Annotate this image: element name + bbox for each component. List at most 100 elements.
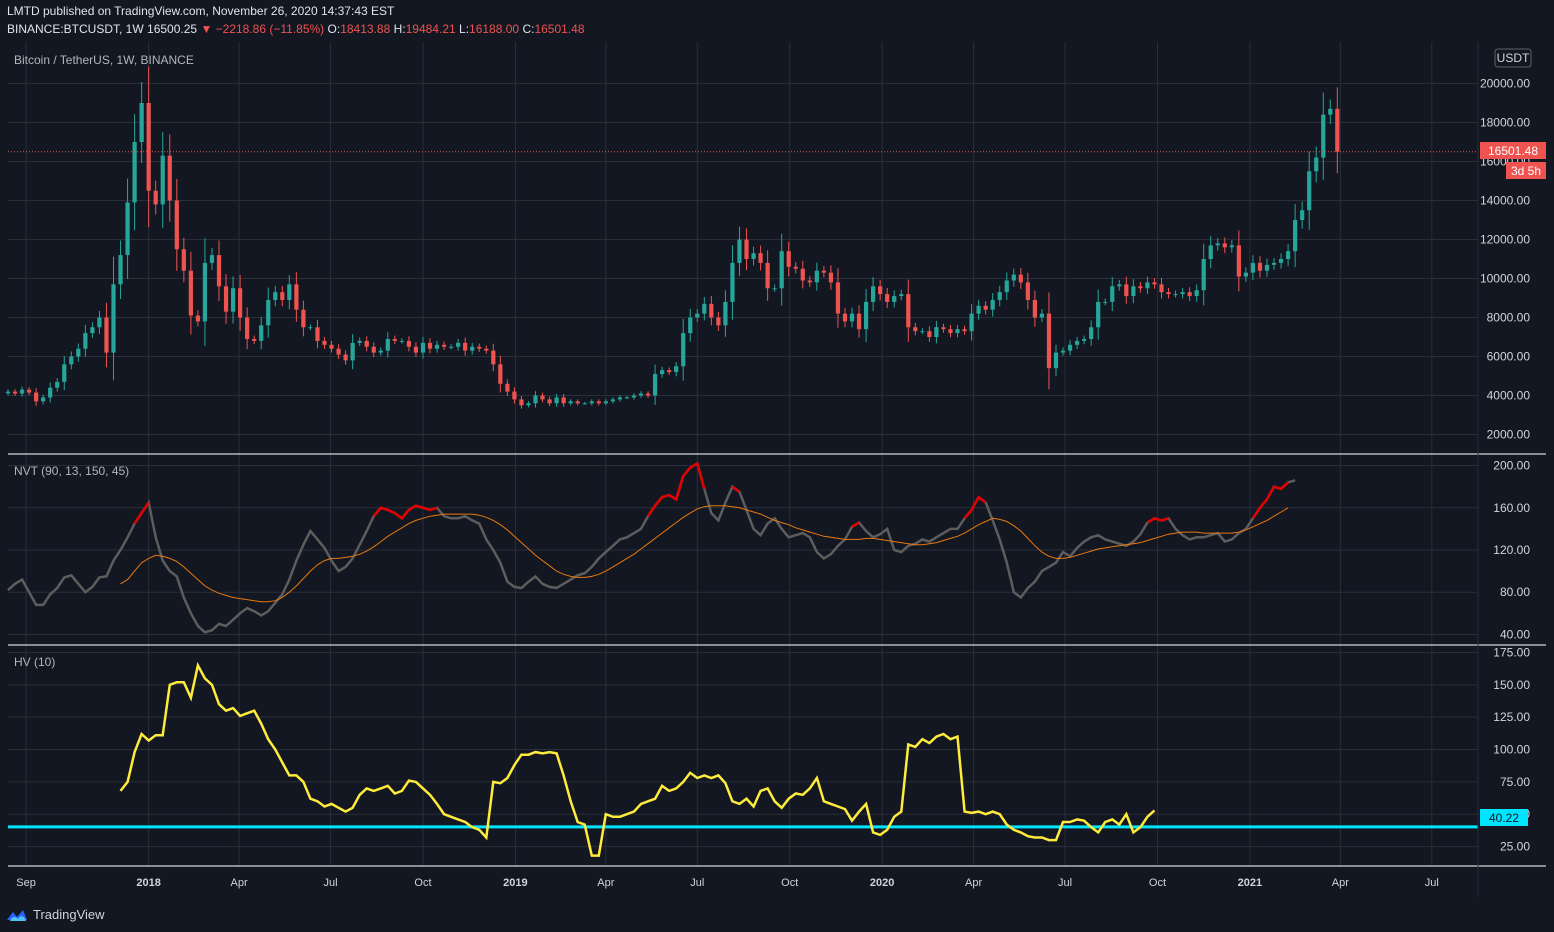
- candle-body: [83, 333, 88, 349]
- candle-body: [828, 272, 834, 283]
- candle-body: [934, 327, 939, 337]
- candle-body: [603, 401, 608, 404]
- candle-body: [1314, 157, 1319, 172]
- symbol-label[interactable]: BINANCE:BTCUSDT, 1W: [7, 22, 144, 36]
- candle-body: [132, 142, 137, 203]
- nvt-pane-title: NVT (90, 13, 150, 45): [14, 464, 129, 478]
- candle-body: [863, 301, 869, 330]
- candle-body: [941, 327, 946, 330]
- y-tick-label: 2000.00: [1487, 428, 1531, 442]
- candle-body: [41, 397, 46, 402]
- candle-body: [427, 342, 433, 349]
- nvt-signal-segment: [372, 504, 438, 521]
- open-value: 18413.88: [340, 22, 391, 36]
- candle-body: [667, 370, 672, 373]
- candle-body: [378, 350, 383, 353]
- candle-body: [491, 350, 496, 365]
- candle-body: [1285, 251, 1291, 259]
- y-tick-label: 20000.00: [1480, 77, 1530, 91]
- candle-body: [287, 284, 292, 300]
- candle-body: [252, 338, 257, 341]
- candle-body: [1053, 352, 1059, 369]
- candle-body: [55, 381, 60, 388]
- price-change: ▼ −2218.86 (−11.85%): [200, 22, 325, 36]
- y-tick-label: 40.00: [1500, 627, 1530, 641]
- candle-body: [174, 200, 179, 250]
- price-pane[interactable]: [8, 42, 1478, 454]
- nvt-signal-segment: [731, 485, 741, 493]
- candle-body: [371, 346, 376, 353]
- candle-body: [519, 399, 524, 406]
- candle-body: [1145, 282, 1150, 289]
- candle-body: [456, 342, 461, 347]
- candle-body: [364, 340, 369, 347]
- candle-body: [1257, 262, 1263, 271]
- nvt-signal-segment: [646, 461, 706, 517]
- y-axis[interactable]: 20000.0018000.0016000.0014000.0012000.00…: [1480, 77, 1530, 854]
- candle-body: [34, 392, 39, 402]
- candle-body: [772, 288, 777, 290]
- x-axis[interactable]: Sep 2018 Apr Jul Oct 2019 Apr Jul Oct 2020 Apr Jul O…: [16, 877, 1439, 889]
- candle-body: [561, 397, 566, 404]
- candle-body: [12, 391, 18, 394]
- candle-body: [533, 395, 538, 404]
- y-tick-label: 100.00: [1493, 743, 1530, 757]
- open-label: O:: [327, 22, 341, 36]
- candle-body: [617, 397, 623, 400]
- candle-body: [1243, 272, 1249, 277]
- x-tick-label: 2021: [1238, 877, 1262, 889]
- candle-body: [814, 270, 819, 283]
- candle-body: [512, 391, 517, 400]
- hv-level-badge: 40.22: [1480, 809, 1528, 826]
- candle-body: [315, 327, 320, 341]
- candle-body: [610, 399, 615, 402]
- y-tick-label: 12000.00: [1480, 233, 1530, 247]
- nvt-signal-segment: [1146, 516, 1169, 524]
- x-tick-label: Jul: [690, 877, 704, 889]
- candle-body: [153, 190, 158, 205]
- y-tick-label: 6000.00: [1487, 350, 1531, 364]
- candle-body: [997, 292, 1002, 300]
- nvt-signal-segment: [133, 501, 150, 525]
- candle-body: [849, 313, 855, 322]
- candle-body: [688, 317, 693, 334]
- candle-body: [660, 370, 665, 375]
- candle-body: [582, 403, 587, 405]
- candle-body: [357, 340, 362, 343]
- candle-body: [1074, 340, 1080, 345]
- candle-body: [406, 340, 412, 347]
- candle-body: [463, 342, 468, 351]
- nvt-signal-segment: [963, 495, 987, 520]
- candle-body: [899, 294, 904, 297]
- hv-level-value: 40.22: [1489, 811, 1519, 825]
- candle-body: [1250, 262, 1256, 273]
- candle-body: [969, 313, 974, 332]
- candle-body: [652, 374, 658, 396]
- candle-body: [125, 202, 130, 256]
- candle-body: [856, 313, 862, 330]
- y-tick-label: 25.00: [1500, 840, 1530, 854]
- candle-body: [505, 383, 510, 392]
- candle-body: [786, 251, 791, 267]
- y-tick-label: 160.00: [1493, 501, 1530, 515]
- candle-body: [273, 292, 278, 300]
- candle-body: [758, 253, 763, 263]
- candle-body: [1335, 108, 1340, 152]
- close-label: C:: [522, 22, 535, 36]
- candle-body: [1103, 301, 1108, 303]
- candle-body: [1328, 108, 1333, 115]
- candle-body: [26, 389, 32, 393]
- tradingview-branding[interactable]: TradingView: [6, 907, 105, 922]
- y-tick-label: 125.00: [1493, 710, 1530, 724]
- candle-body: [821, 270, 826, 273]
- x-tick-label: 2019: [503, 877, 527, 889]
- candle-body: [702, 303, 707, 314]
- candle-body: [1271, 262, 1277, 265]
- candle-body: [181, 249, 186, 271]
- candle-body: [681, 333, 686, 367]
- candle-body: [48, 387, 53, 398]
- candle-body: [955, 329, 960, 334]
- candle-body: [1110, 286, 1115, 302]
- high-label: H:: [393, 22, 406, 36]
